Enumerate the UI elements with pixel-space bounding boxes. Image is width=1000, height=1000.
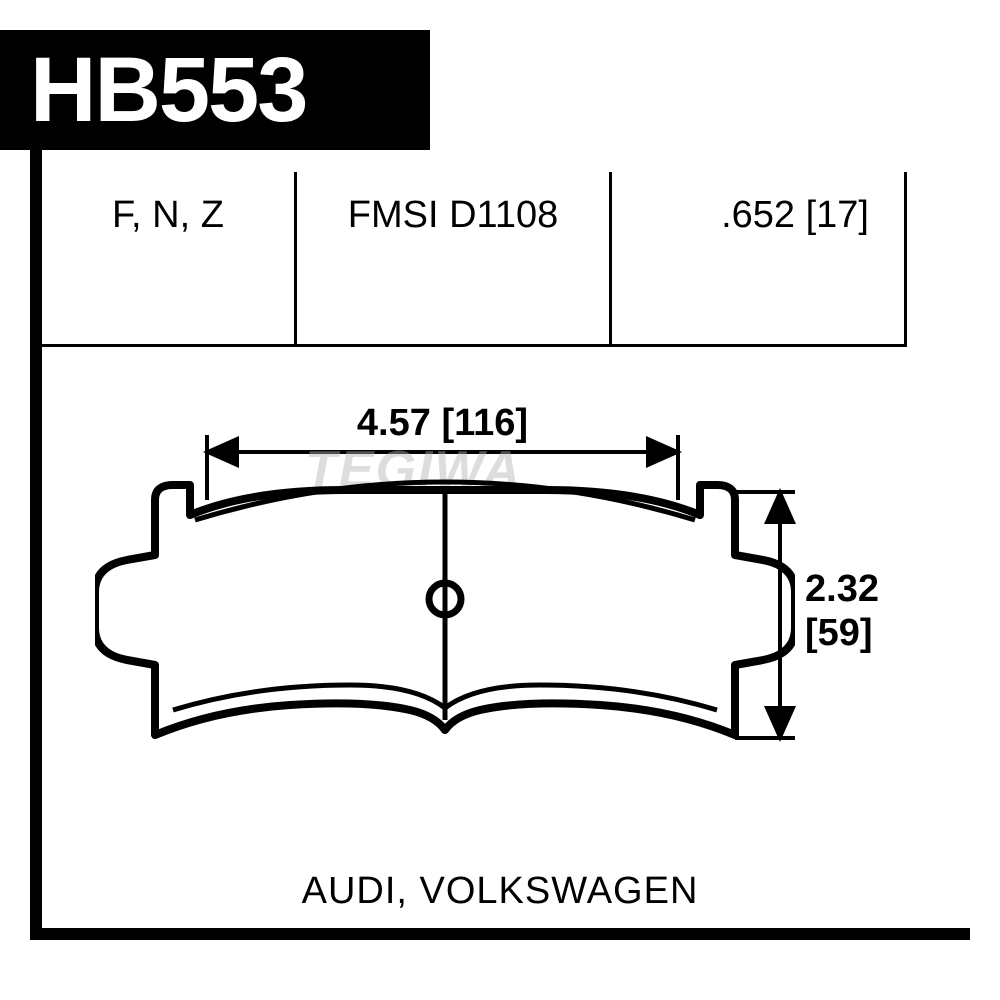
spec-sheet: HB553 F, N, Z FMSI D1108 .652 [17] 4.57 …	[0, 0, 1000, 1000]
brake-pad-drawing	[95, 460, 795, 770]
height-line	[778, 490, 782, 740]
spec-thickness-cell: .652 [17]	[612, 172, 907, 347]
part-number: HB553	[30, 38, 306, 143]
title-bar: HB553	[0, 30, 430, 150]
arrow-up-icon	[764, 488, 796, 524]
height-dimension: 2.32 [59]	[760, 490, 940, 740]
width-value: 4.57 [116]	[205, 402, 680, 445]
spec-compounds: F, N, Z	[42, 194, 294, 237]
spec-compounds-cell: F, N, Z	[42, 172, 297, 347]
spec-fmsi: FMSI D1108	[297, 194, 609, 237]
height-value-mm: [59]	[805, 612, 873, 655]
height-value-in: 2.32	[805, 568, 879, 611]
arrow-down-icon	[764, 706, 796, 742]
spec-fmsi-cell: FMSI D1108	[297, 172, 612, 347]
spec-thickness: .652 [17]	[612, 194, 904, 237]
vehicle-brands: AUDI, VOLKSWAGEN	[0, 870, 1000, 913]
